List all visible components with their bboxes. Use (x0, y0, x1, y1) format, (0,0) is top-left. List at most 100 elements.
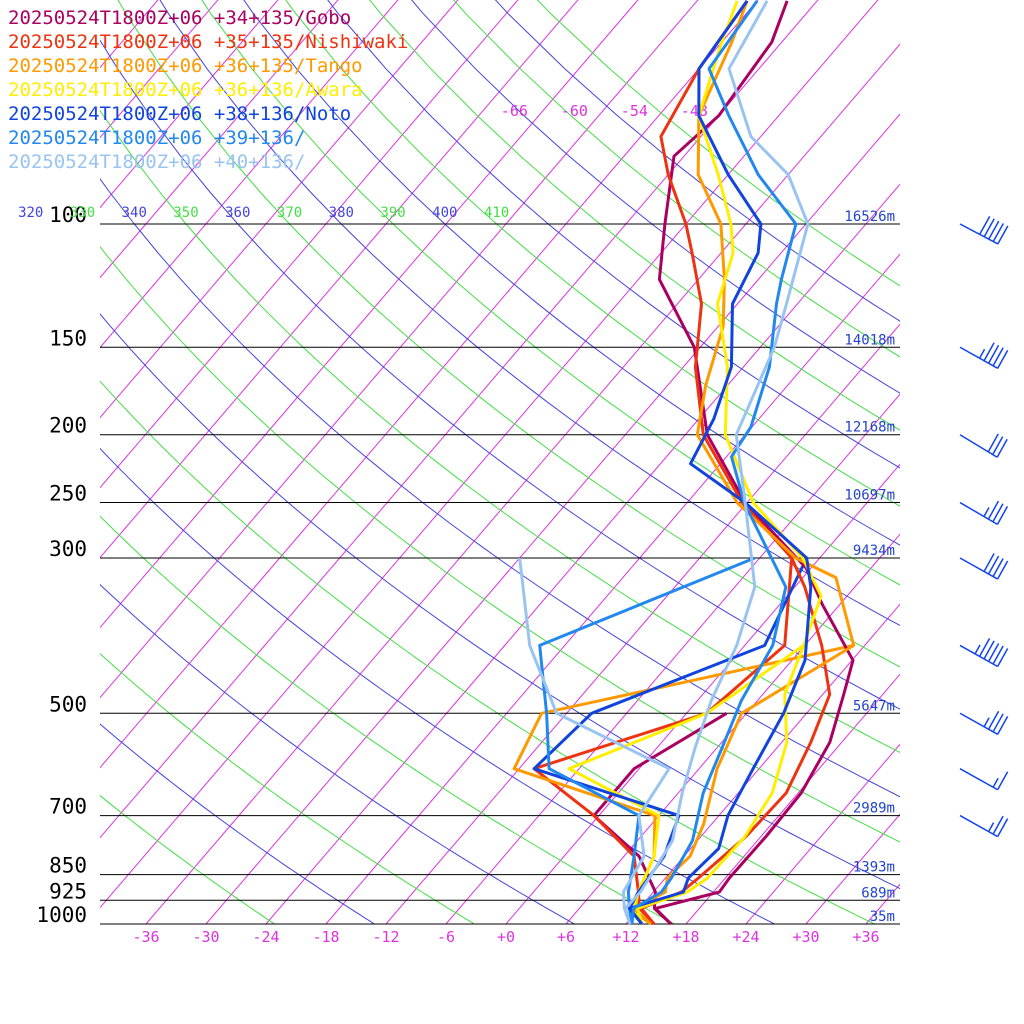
temperature-tick-label: -6 (437, 928, 455, 946)
wind-barb-flag (992, 815, 1004, 835)
wind-barb-shaft (959, 223, 999, 245)
wind-barb-flag (992, 503, 1004, 523)
wind-barbs (959, 215, 1009, 838)
wind-barb-shaft (959, 346, 998, 369)
wind-barb (959, 768, 1009, 791)
wind-barb-flag (996, 438, 1008, 458)
theta-label: 410 (484, 205, 509, 221)
legend-entry: 20250524T1800Z+06 +36+136/Awara (8, 79, 363, 101)
theta-label: 330 (70, 205, 95, 221)
temperature-line (635, 0, 823, 925)
wind-barb-flag (987, 344, 1000, 364)
wind-barb-flag (996, 648, 1009, 667)
pressure-tick-label: 850 (49, 854, 87, 878)
pressure-tick-label: 500 (49, 692, 87, 716)
theta-label: 380 (329, 205, 354, 221)
legend-entry: 20250524T1800Z+06 +38+136/Noto (8, 103, 351, 125)
theta-label: 400 (432, 205, 457, 221)
dewpoint-line (518, 557, 671, 925)
temperature-line (653, 0, 855, 926)
wind-barb-flag (992, 645, 1004, 665)
wind-barb-flag (987, 710, 1000, 730)
wind-barb-flag (996, 715, 1009, 735)
wind-barb-flag (988, 220, 1000, 240)
wind-barb-flag (996, 818, 1009, 837)
height-label: 14018m (844, 332, 895, 348)
height-label: 5647m (853, 698, 895, 714)
wind-barb-shaft (959, 557, 998, 580)
wind-barb (959, 215, 1009, 245)
pressure-tick-label: 925 (49, 879, 87, 903)
height-label: 2989m (853, 801, 895, 817)
theta-label: 370 (277, 205, 302, 221)
wind-barb-half (983, 507, 990, 517)
height-label: 35m (870, 909, 895, 925)
legend-entry: 20250524T1800Z+06 +40+136/ (8, 151, 305, 173)
temperature-tick-label: +6 (557, 928, 575, 946)
height-label: 16526m (844, 209, 895, 225)
wind-barb-flag (979, 215, 991, 235)
theta-label: 390 (380, 205, 405, 221)
wind-barb-flag (992, 436, 1004, 455)
isotherm-line (100, 0, 399, 349)
isotherm-line (100, 0, 279, 209)
theta-label: 320 (18, 205, 43, 221)
temperature-tick-label: -18 (312, 928, 339, 946)
wind-barb-flag (987, 555, 1000, 575)
wind-barb-half (987, 822, 995, 832)
dry-adiabat-line (327, 0, 900, 469)
wind-barb-flag (992, 713, 1004, 733)
wind-barb-flag (983, 553, 995, 572)
wind-barb-flag (978, 638, 991, 657)
wind-barb-flag (992, 223, 1004, 242)
height-label: 9434m (853, 543, 895, 559)
wind-barb-flag (987, 643, 1000, 662)
legend-entry: 20250524T1800Z+06 +35+135/Nishiwaki (8, 31, 408, 53)
pressure-tick-label: 1000 (36, 903, 87, 927)
wind-barb-half (978, 348, 986, 359)
wind-barb-flag (996, 506, 1009, 525)
upper-temperature-label: -60 (561, 102, 588, 120)
temperature-tick-label: -30 (192, 928, 219, 946)
wind-barb-flag (996, 560, 1009, 580)
temperature-line (627, 0, 813, 925)
wind-barb (959, 814, 1009, 838)
temperature-tick-label: +36 (852, 928, 879, 946)
wind-barb-flag (987, 433, 999, 453)
isotherm-line (100, 0, 459, 419)
wind-barb-half (992, 777, 999, 788)
temperature-tick-label: +0 (497, 928, 515, 946)
wind-barb-half (974, 644, 981, 655)
wind-barb-shaft (959, 434, 998, 458)
upper-temperature-label: -66 (501, 102, 528, 120)
dry-adiabat-line (100, 723, 375, 924)
wind-barb-shaft (959, 712, 998, 735)
wind-barb (959, 638, 1009, 668)
isotherm-line (325, 253, 900, 924)
dry-adiabat-line (100, 794, 275, 924)
dry-adiabat-line (285, 0, 900, 507)
wind-barb-flag (983, 640, 995, 660)
wind-barb-flag (997, 225, 1009, 245)
legend-entry: 20250524T1800Z+06 +36+135/Tango (8, 55, 363, 77)
temperature-tick-label: +12 (612, 928, 639, 946)
wind-barb-shaft (959, 644, 998, 668)
temperature-tick-label: -24 (252, 928, 279, 946)
wind-barb-flag (987, 500, 1000, 520)
theta-label: 350 (173, 205, 198, 221)
isotherm-line (625, 603, 900, 924)
temperature-tick-label: +24 (732, 928, 759, 946)
temperature-line (639, 0, 832, 925)
wind-barb (959, 500, 1009, 526)
pressure-tick-label: 300 (49, 537, 87, 561)
wind-barb-flag (996, 349, 1009, 369)
dry-adiabat-line (494, 0, 900, 322)
pressure-tick-label: 100 (49, 203, 87, 227)
wind-barb-shaft (959, 768, 998, 791)
wind-barb (959, 433, 1008, 458)
temperature-line (623, 0, 810, 925)
isotherm-line (745, 743, 900, 924)
height-label: 10697m (844, 488, 895, 504)
